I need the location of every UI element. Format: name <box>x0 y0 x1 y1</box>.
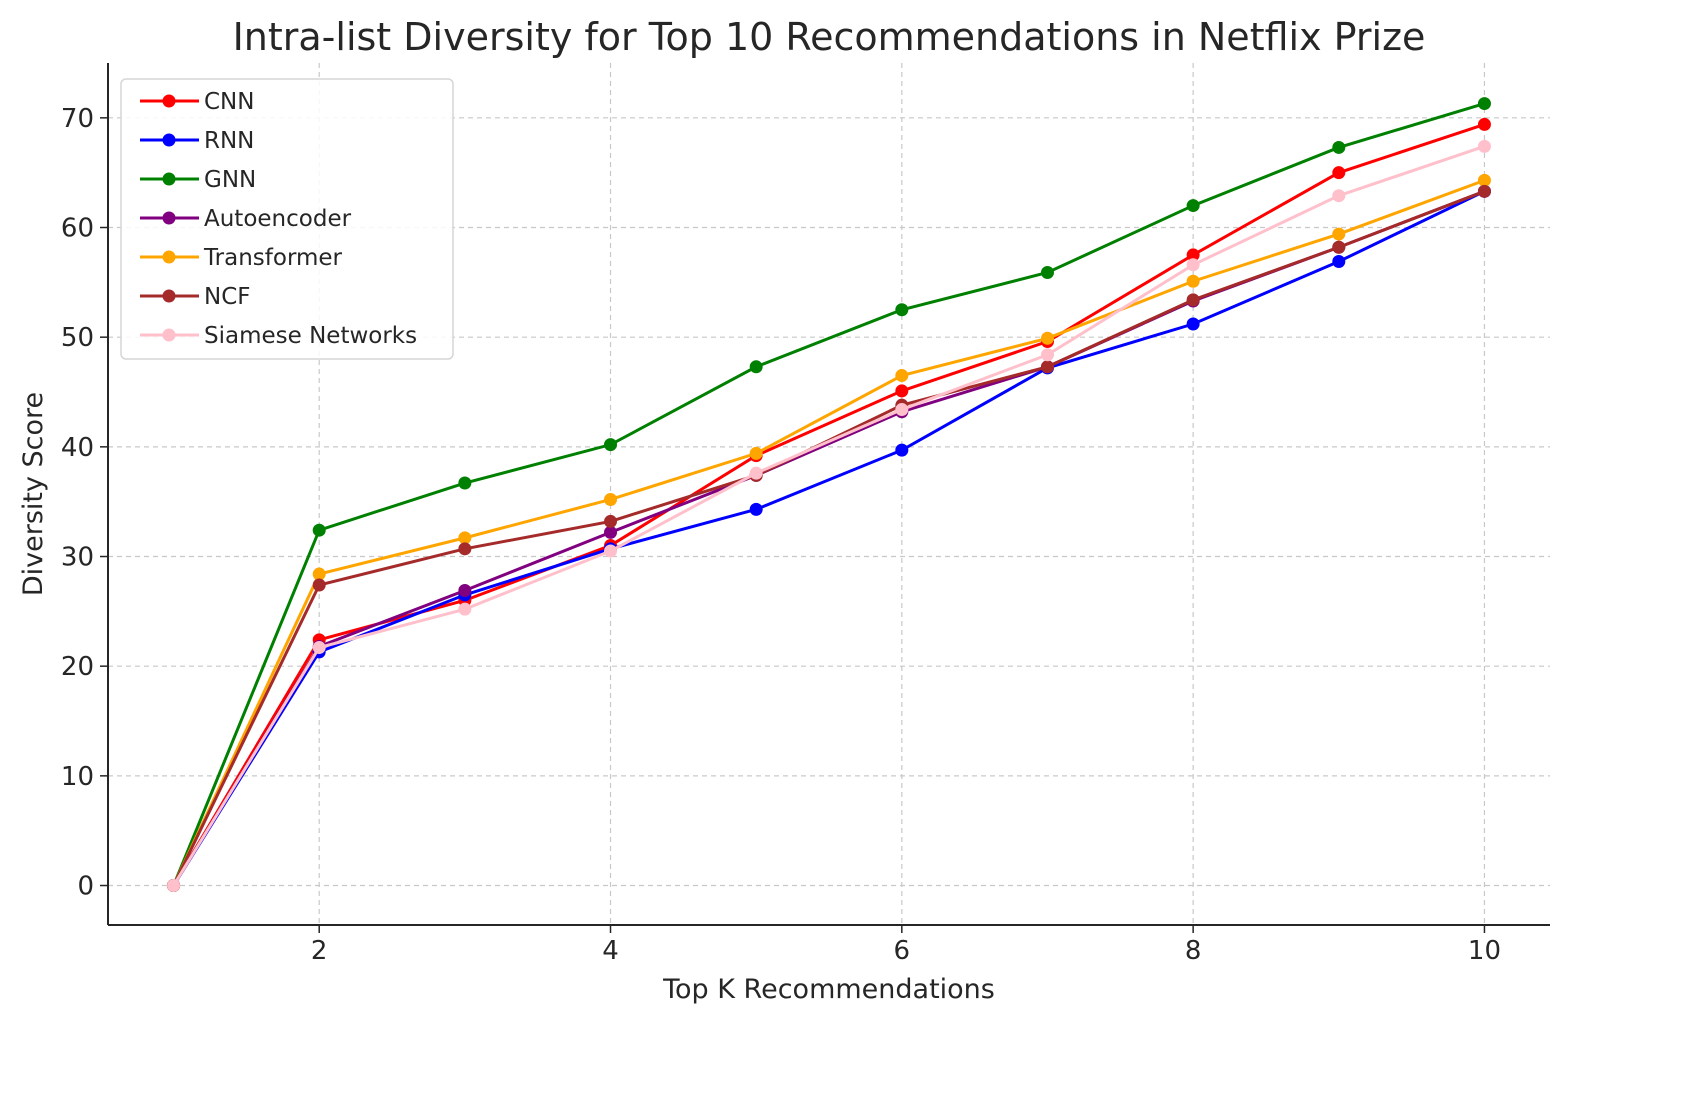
data-point <box>895 303 909 317</box>
data-point <box>1477 97 1491 111</box>
data-point <box>1477 139 1491 153</box>
axes: 2 4 6 8 10 0 10 20 30 40 50 60 70 <box>61 63 1550 966</box>
legend-label: Transformer <box>203 245 343 271</box>
legend-label: Siamese Networks <box>204 323 417 349</box>
legend-label: Autoencoder <box>204 206 352 232</box>
data-point <box>1332 140 1346 154</box>
y-tick-label: 30 <box>61 543 94 573</box>
x-tick-label: 8 <box>1185 936 1202 966</box>
grid <box>108 63 1550 925</box>
data-point <box>895 443 909 457</box>
data-point <box>604 492 618 506</box>
data-point <box>458 476 472 490</box>
series-siamese-networks <box>167 139 1491 893</box>
y-tick-label: 20 <box>61 652 94 682</box>
series-line <box>172 144 1485 887</box>
data-point <box>1332 240 1346 254</box>
legend-marker <box>162 172 176 186</box>
data-point <box>458 602 472 616</box>
legend-label: GNN <box>204 167 256 193</box>
data-point <box>1186 274 1200 288</box>
data-point <box>604 438 618 452</box>
data-point <box>1186 258 1200 272</box>
data-point <box>312 641 326 655</box>
y-tick-label: 10 <box>61 762 94 792</box>
data-point <box>312 578 326 592</box>
data-point <box>749 360 763 374</box>
chart-title: Intra-list Diversity for Top 10 Recommen… <box>233 15 1426 59</box>
data-point <box>458 531 472 545</box>
legend-marker <box>162 328 176 342</box>
data-point <box>749 446 763 460</box>
x-tick-label: 2 <box>311 936 328 966</box>
data-point <box>604 525 618 539</box>
legend-marker <box>162 211 176 225</box>
legend-marker <box>162 133 176 147</box>
series-line <box>172 122 1485 887</box>
data-point <box>458 542 472 556</box>
y-axis-label: Diversity Score <box>18 392 49 596</box>
series-line <box>172 102 1485 887</box>
x-axis-label: Top K Recommendations <box>662 974 995 1005</box>
data-point <box>1040 331 1054 345</box>
legend-label: NCF <box>204 284 251 310</box>
y-tick-label: 40 <box>61 433 94 463</box>
data-point <box>895 369 909 383</box>
series-line <box>172 189 1486 887</box>
data-point <box>1040 348 1054 362</box>
y-tick-label: 60 <box>61 214 94 244</box>
y-tick-label: 50 <box>61 323 94 353</box>
legend-box <box>120 78 454 360</box>
data-point <box>1332 255 1346 269</box>
x-tick-label: 4 <box>602 936 619 966</box>
data-point <box>1186 317 1200 331</box>
data-point <box>749 502 763 516</box>
data-point <box>312 567 326 581</box>
data-point <box>458 584 472 598</box>
data-point <box>1477 117 1491 131</box>
series-line <box>172 178 1485 887</box>
legend-label: RNN <box>204 128 254 154</box>
legend-marker <box>162 289 176 303</box>
data-point <box>312 523 326 537</box>
data-point <box>604 544 618 558</box>
series-gnn <box>167 97 1491 893</box>
data-point <box>1332 166 1346 180</box>
data-point <box>1186 293 1200 307</box>
data-point <box>895 403 909 417</box>
data-point <box>1186 248 1200 262</box>
data-point <box>1332 227 1346 241</box>
y-tick-label: 0 <box>77 872 94 902</box>
legend-label: CNN <box>204 89 254 115</box>
data-point <box>1186 199 1200 213</box>
series-transformer <box>167 173 1491 893</box>
data-point <box>167 879 181 893</box>
legend-marker <box>162 94 176 108</box>
data-point <box>1040 265 1054 279</box>
data-point <box>895 384 909 398</box>
x-tick-label: 10 <box>1468 936 1501 966</box>
y-tick-label: 70 <box>61 104 94 134</box>
data-point <box>749 466 763 480</box>
data-point <box>1040 360 1054 374</box>
data-point <box>604 514 618 528</box>
legend: CNN RNN GNN Autoencoder Transformer NCF Siames… <box>120 78 454 360</box>
legend-marker <box>162 250 176 264</box>
x-tick-label: 6 <box>894 936 911 966</box>
data-point <box>1332 189 1346 203</box>
series-lines <box>167 97 1491 893</box>
data-point <box>1477 173 1491 187</box>
data-point <box>1477 184 1491 198</box>
